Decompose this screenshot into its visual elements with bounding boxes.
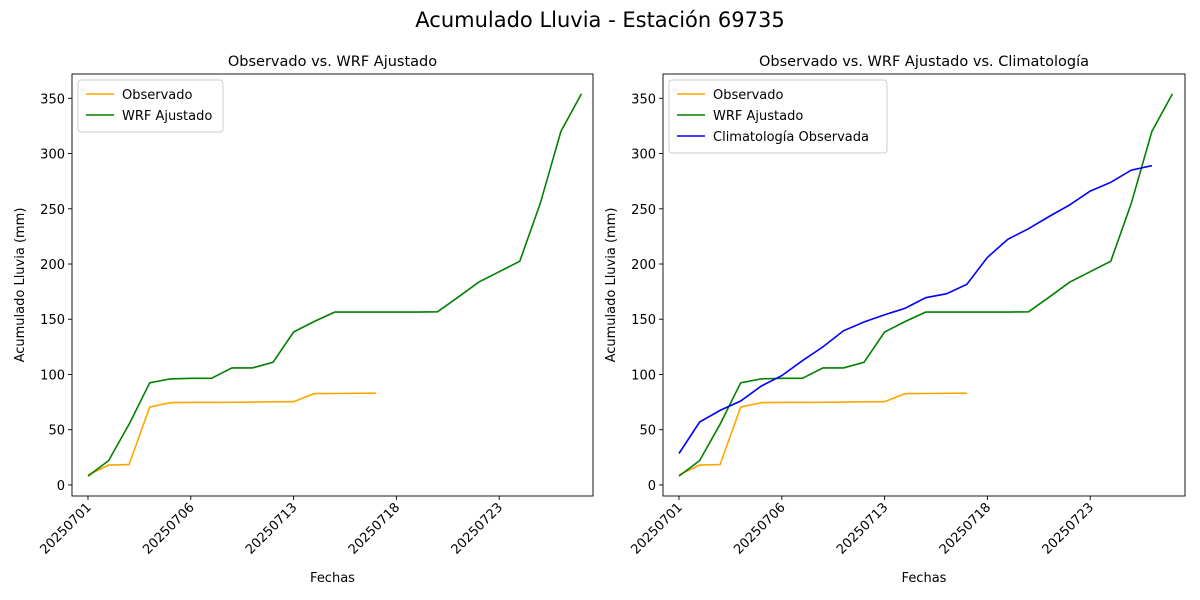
x-tick-label: 20250713 <box>834 500 891 557</box>
y-axis-label: Acumulado Lluvia (mm) <box>604 208 619 363</box>
x-tick-label: 20250701 <box>37 500 94 557</box>
legend-label-3: Climatología Observada <box>713 130 869 145</box>
x-tick-label: 20250706 <box>140 500 197 557</box>
series-line-1 <box>87 392 376 476</box>
series-line-2 <box>678 93 1174 477</box>
y-tick-label: 150 <box>40 313 65 328</box>
legend-label-1: Observado <box>122 88 193 103</box>
axes-frame <box>71 73 594 497</box>
series-line-3 <box>678 164 1153 454</box>
axes-frame <box>662 73 1186 497</box>
legend: Observado WRF Ajustado Climatología Observ… <box>668 79 888 154</box>
y-tick-label: 100 <box>631 368 656 383</box>
y-tick-label: 200 <box>631 258 656 273</box>
figure-title: Acumulado Lluvia - Estación 69735 <box>415 8 785 32</box>
x-tick-label: 20250706 <box>731 500 788 557</box>
y-tick-label: 0 <box>648 479 656 494</box>
legend-box <box>668 79 888 154</box>
y-tick-label: 300 <box>631 148 656 163</box>
x-tick-label: 20250713 <box>243 500 300 557</box>
y-tick-label: 200 <box>40 258 65 273</box>
chart-panel-2: 0 50 100 150 200 250 300 350 20250701 20250706 202… <box>604 54 1186 586</box>
subplot-title: Observado vs. WRF Ajustado <box>228 54 437 70</box>
y-tick-label: 50 <box>639 424 656 439</box>
legend: Observado WRF Ajustado <box>77 79 224 133</box>
x-tick-label: 20250718 <box>346 500 403 557</box>
legend-label-2: WRF Ajustado <box>713 109 803 124</box>
y-tick-label: 250 <box>631 203 656 218</box>
y-tick-label: 350 <box>40 92 65 107</box>
y-tick-label: 0 <box>57 479 65 494</box>
series-line-1 <box>678 392 967 476</box>
legend-label-1: Observado <box>713 88 784 103</box>
y-tick-label: 150 <box>631 313 656 328</box>
x-tick-label: 20250723 <box>449 500 506 557</box>
y-tick-label: 50 <box>48 424 65 439</box>
y-tick-label: 300 <box>40 148 65 163</box>
chart-panel-1: 0 50 100 150 200 250 300 350 20250701 20250706 202… <box>13 54 594 586</box>
series-line-2 <box>87 93 583 477</box>
legend-label-2: WRF Ajustado <box>122 109 212 124</box>
y-tick-label: 100 <box>40 368 65 383</box>
subplot-title: Observado vs. WRF Ajustado vs. Climatolo… <box>759 54 1089 70</box>
y-tick-label: 250 <box>40 203 65 218</box>
x-tick-label: 20250701 <box>628 500 685 557</box>
x-tick-label: 20250718 <box>937 500 994 557</box>
x-axis-label: Fechas <box>902 571 947 586</box>
y-axis-label: Acumulado Lluvia (mm) <box>13 208 28 363</box>
legend-box <box>77 79 224 133</box>
y-tick-label: 350 <box>631 92 656 107</box>
x-axis-label: Fechas <box>310 571 355 586</box>
x-tick-label: 20250723 <box>1040 500 1097 557</box>
